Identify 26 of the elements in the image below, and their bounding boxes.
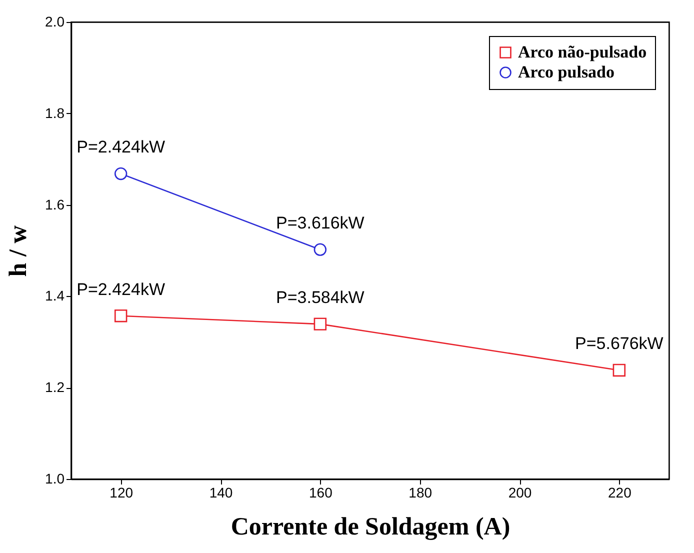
y-tick-label: 1.8 <box>45 104 65 121</box>
point <box>114 310 128 322</box>
annotation: P=3.584kW <box>276 288 364 308</box>
y-axis-title: h / w <box>5 225 32 277</box>
x-tick-label: 140 <box>209 484 233 500</box>
x-tick-label: 120 <box>110 484 134 500</box>
x-tick-label: 220 <box>608 484 632 500</box>
legend-label: Arco pulsado <box>518 62 615 82</box>
y-tick-label: 2.0 <box>45 14 65 30</box>
y-tick-label: 1.4 <box>45 288 65 304</box>
x-tick-label: 180 <box>408 484 432 500</box>
legend-label: Arco não-pulsado <box>518 42 647 62</box>
y-tick-label: 1.6 <box>45 196 65 212</box>
x-tick-label: 160 <box>308 484 333 500</box>
y-tick-label: 1.2 <box>45 379 65 396</box>
annotation: P=2.424kW <box>76 138 166 157</box>
point <box>612 364 626 377</box>
annotation: P=2.424kW <box>76 280 166 299</box>
x-axis-title: Corrente de Soldagem (A) <box>230 514 510 540</box>
x-tick-label: 200 <box>508 484 532 500</box>
y-tick-label: 1.0 <box>45 470 65 486</box>
annotation: P=5.676kW <box>574 334 664 354</box>
point <box>114 167 128 180</box>
point <box>314 243 327 256</box>
annotation: P=3.616kW <box>276 214 364 233</box>
point <box>314 318 327 330</box>
